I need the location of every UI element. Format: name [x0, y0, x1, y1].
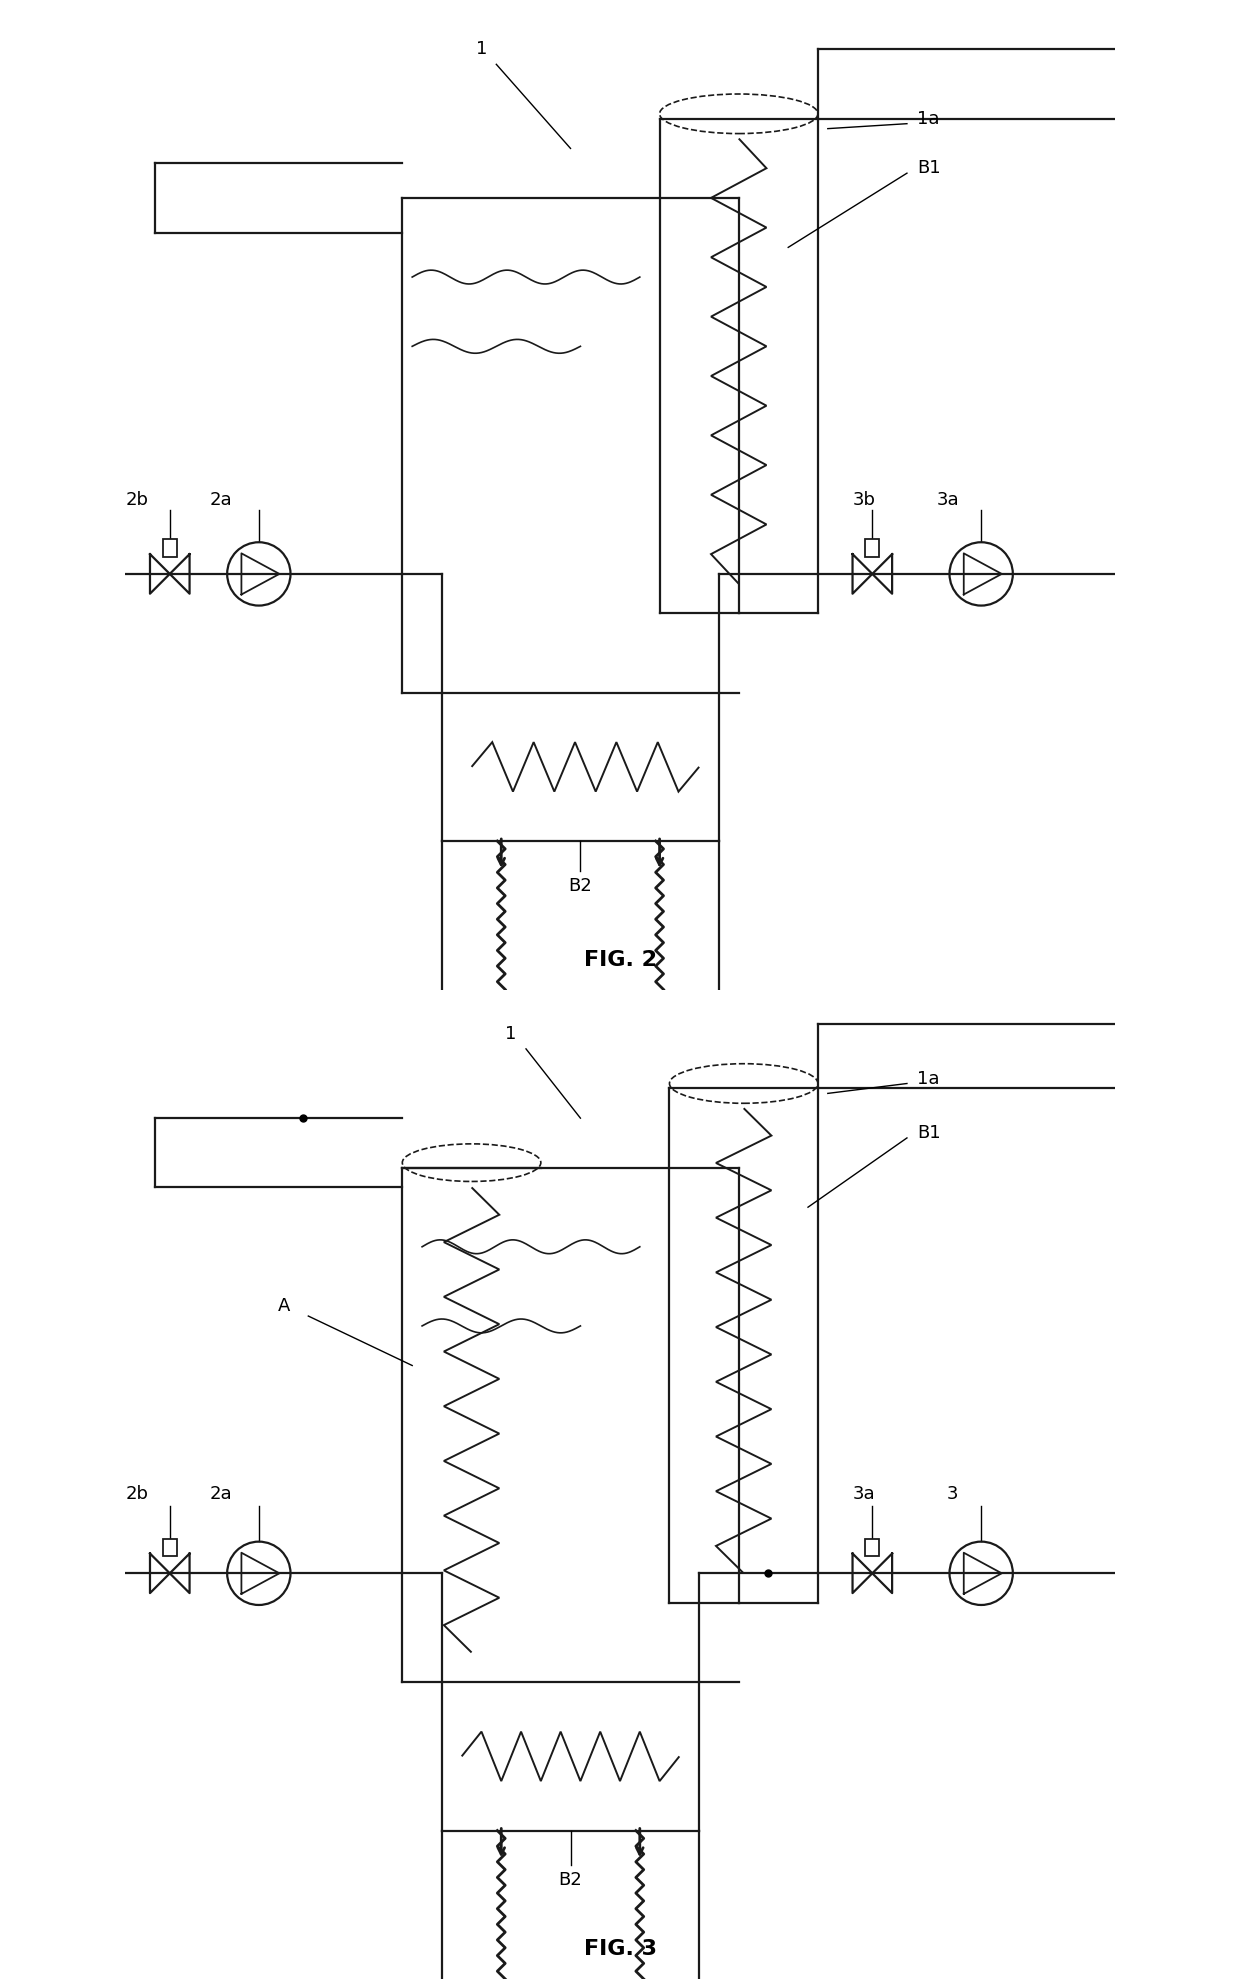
Text: 2a: 2a	[210, 1484, 232, 1504]
Bar	[162, 1540, 177, 1555]
Text: 3: 3	[946, 1484, 959, 1504]
Text: 2b: 2b	[125, 491, 149, 509]
Bar	[162, 538, 177, 556]
Text: 2b: 2b	[125, 1484, 149, 1504]
Text: FIG. 2: FIG. 2	[584, 950, 656, 970]
Text: 3b: 3b	[853, 491, 875, 509]
Text: B1: B1	[916, 158, 940, 178]
Bar	[866, 538, 879, 556]
Bar	[866, 1540, 879, 1555]
Text: B2: B2	[569, 877, 593, 895]
Text: 3a: 3a	[936, 491, 960, 509]
Text: 1a: 1a	[916, 109, 940, 129]
Text: 1: 1	[506, 1025, 517, 1043]
Text: 1: 1	[476, 40, 487, 59]
Text: FIG. 3: FIG. 3	[584, 1939, 656, 1959]
Text: B1: B1	[916, 1124, 940, 1142]
Text: 3a: 3a	[853, 1484, 875, 1504]
Text: 1a: 1a	[916, 1069, 940, 1088]
Text: B2: B2	[559, 1870, 583, 1890]
Text: A: A	[278, 1296, 290, 1316]
Text: 2a: 2a	[210, 491, 232, 509]
